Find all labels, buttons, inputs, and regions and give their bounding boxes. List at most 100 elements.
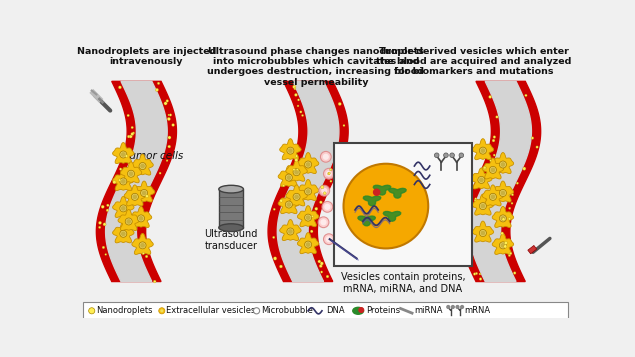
Polygon shape — [286, 185, 307, 206]
Text: DNA: DNA — [326, 306, 344, 315]
Circle shape — [289, 230, 292, 233]
Circle shape — [159, 172, 161, 174]
Circle shape — [479, 178, 483, 182]
Circle shape — [490, 193, 497, 200]
Circle shape — [479, 202, 486, 210]
Circle shape — [444, 153, 448, 157]
Circle shape — [160, 309, 163, 312]
Circle shape — [318, 260, 321, 263]
Circle shape — [129, 135, 132, 138]
Circle shape — [285, 201, 292, 208]
Circle shape — [307, 190, 310, 193]
Circle shape — [478, 176, 485, 183]
Circle shape — [125, 155, 128, 157]
Circle shape — [272, 236, 275, 238]
Circle shape — [132, 132, 135, 134]
Circle shape — [447, 306, 450, 308]
Circle shape — [330, 180, 332, 182]
Circle shape — [338, 102, 341, 106]
Circle shape — [295, 155, 298, 157]
Circle shape — [323, 154, 329, 160]
Polygon shape — [492, 181, 514, 202]
Circle shape — [321, 186, 324, 189]
Circle shape — [359, 308, 364, 312]
Circle shape — [98, 226, 101, 228]
Circle shape — [295, 195, 298, 198]
Text: Tumor-derived vesicles which enter
the blood are acquired and analyzed
for bioma: Tumor-derived vesicles which enter the b… — [376, 47, 572, 76]
Circle shape — [142, 191, 146, 195]
Circle shape — [113, 181, 116, 184]
Circle shape — [373, 189, 380, 195]
Circle shape — [296, 169, 298, 171]
Polygon shape — [133, 181, 155, 202]
Circle shape — [107, 204, 109, 207]
Circle shape — [305, 241, 312, 248]
Polygon shape — [97, 81, 177, 282]
Circle shape — [139, 162, 146, 170]
Circle shape — [328, 172, 330, 174]
Circle shape — [319, 185, 330, 196]
Circle shape — [168, 114, 170, 116]
Text: Tumor cells: Tumor cells — [124, 151, 184, 161]
Circle shape — [283, 185, 284, 187]
Circle shape — [434, 153, 439, 157]
Circle shape — [511, 202, 513, 204]
Circle shape — [138, 215, 145, 222]
Circle shape — [501, 244, 505, 247]
Circle shape — [305, 161, 312, 168]
Circle shape — [167, 117, 170, 121]
Circle shape — [120, 151, 127, 158]
Circle shape — [328, 172, 330, 175]
Circle shape — [168, 136, 171, 139]
Polygon shape — [277, 81, 339, 282]
Polygon shape — [363, 196, 381, 206]
Circle shape — [297, 99, 300, 101]
Circle shape — [311, 230, 313, 233]
Circle shape — [307, 243, 310, 246]
Circle shape — [509, 207, 511, 210]
Circle shape — [523, 167, 526, 170]
Circle shape — [492, 139, 495, 142]
Circle shape — [323, 234, 334, 245]
Circle shape — [502, 218, 505, 221]
Circle shape — [321, 151, 331, 162]
Circle shape — [293, 85, 296, 89]
Ellipse shape — [219, 224, 243, 231]
Circle shape — [467, 206, 470, 208]
Circle shape — [287, 176, 291, 179]
Bar — [219, 189, 243, 228]
Circle shape — [119, 179, 121, 181]
Circle shape — [461, 306, 464, 308]
Circle shape — [508, 218, 511, 220]
Circle shape — [287, 228, 294, 235]
Circle shape — [297, 105, 299, 107]
Circle shape — [128, 135, 130, 138]
Polygon shape — [470, 81, 531, 282]
Circle shape — [479, 230, 486, 237]
Circle shape — [475, 272, 478, 275]
Circle shape — [481, 231, 485, 235]
Circle shape — [315, 207, 318, 210]
Circle shape — [293, 169, 295, 171]
Polygon shape — [373, 185, 391, 195]
Circle shape — [159, 308, 165, 314]
Text: Vesicles contain proteins,
mRNA, miRNA, and DNA: Vesicles contain proteins, mRNA, miRNA, … — [340, 272, 465, 294]
Circle shape — [450, 153, 455, 157]
Circle shape — [166, 100, 168, 102]
Circle shape — [490, 166, 497, 174]
Circle shape — [295, 94, 297, 96]
Circle shape — [504, 241, 507, 245]
Circle shape — [145, 255, 148, 258]
Circle shape — [465, 225, 469, 228]
Polygon shape — [482, 158, 504, 179]
Polygon shape — [384, 211, 401, 221]
Circle shape — [293, 169, 300, 176]
Circle shape — [319, 265, 323, 267]
Circle shape — [501, 163, 505, 166]
Circle shape — [536, 146, 538, 148]
Circle shape — [499, 190, 507, 196]
Circle shape — [293, 193, 300, 200]
Text: Ultrasound
transducer: Ultrasound transducer — [204, 229, 258, 251]
Circle shape — [170, 114, 171, 116]
Circle shape — [516, 182, 519, 184]
